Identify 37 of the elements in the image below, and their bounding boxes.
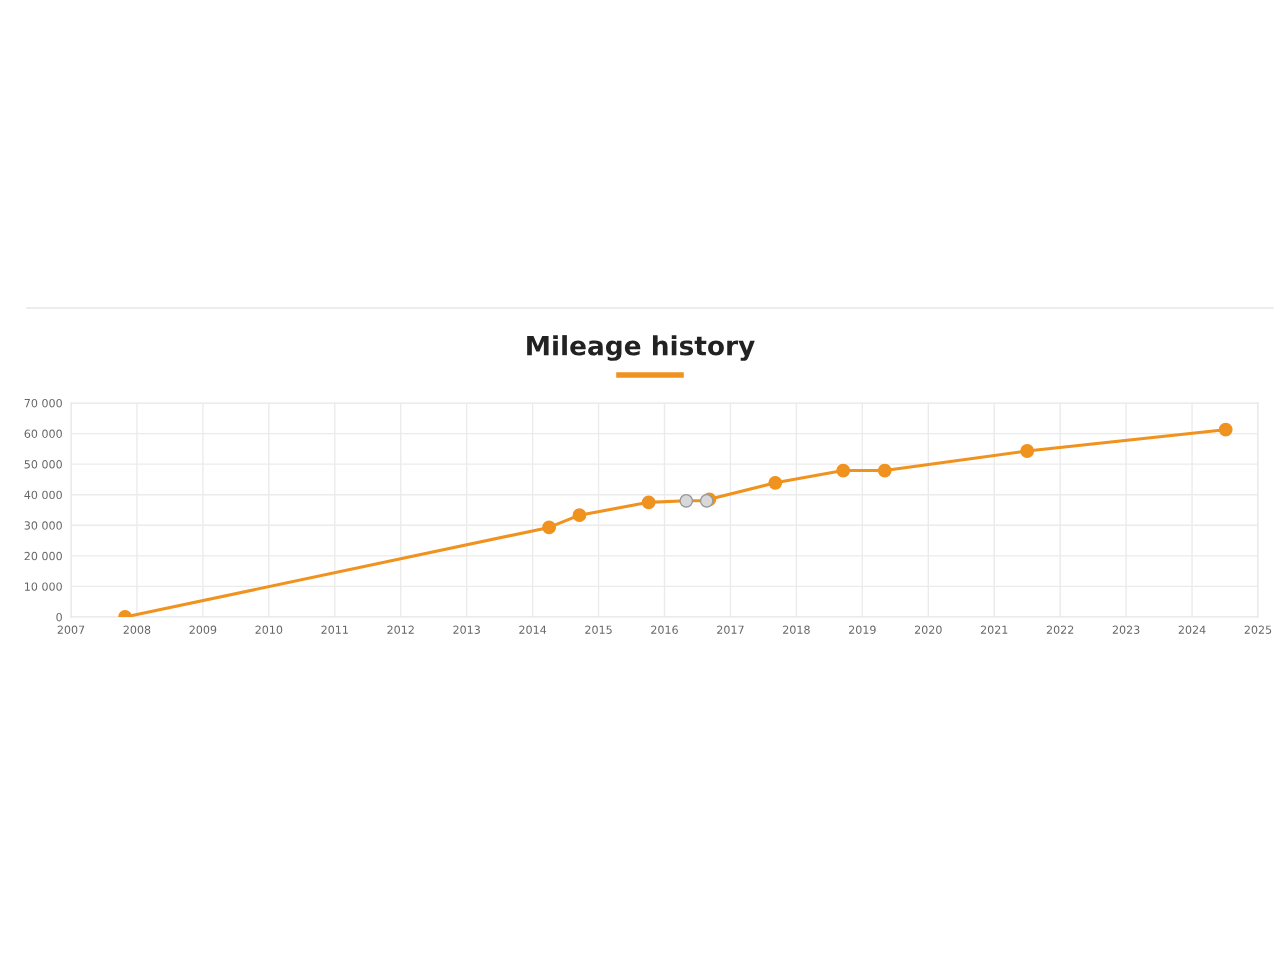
x-tick-label: 2021 (980, 625, 1008, 634)
y-tick-label: 30 000 (24, 521, 62, 530)
point (1218, 422, 1233, 437)
point (679, 493, 694, 508)
point (542, 520, 557, 535)
x-tick-label: 2012 (387, 625, 414, 634)
point (768, 475, 783, 490)
y-tick-label: 50 000 (24, 460, 62, 469)
x-tick-label: 2009 (189, 625, 217, 634)
x-tick-label: 2020 (914, 625, 942, 634)
y-tick-label: 40 000 (24, 490, 62, 500)
x-tick-label: 2019 (849, 625, 876, 634)
y-tick-label: 0 (56, 612, 62, 622)
y-tick-label: 10 000 (25, 582, 62, 591)
point (641, 495, 656, 510)
y-tick-label: 20 000 (24, 551, 62, 561)
point (1020, 444, 1035, 458)
x-tick-label: 2007 (57, 625, 85, 634)
x-tick-label: 2010 (255, 625, 283, 634)
x-tick-label: 2008 (123, 625, 151, 634)
x-tick-label: 2015 (585, 625, 612, 634)
x-tick-label: 2024 (1178, 625, 1206, 634)
x-tick-label: 2025 (1244, 625, 1272, 634)
x-tick-label: 2022 (1046, 625, 1074, 634)
x-tick-label: 2023 (1112, 625, 1140, 634)
x-tick-label: 2018 (783, 625, 810, 634)
y-tick-label: 60 000 (24, 429, 62, 438)
y-tick-label: 70 000 (24, 398, 62, 408)
point (572, 508, 587, 523)
chart-title: Mileage history (527, 335, 755, 361)
x-tick-label: 2017 (717, 625, 744, 634)
x-tick-label: 2016 (651, 625, 678, 634)
point (877, 463, 892, 478)
x-tick-label: 2014 (519, 625, 547, 634)
x-tick-label: 2011 (321, 625, 348, 634)
x-tick-label: 2013 (453, 625, 480, 634)
point (836, 463, 851, 478)
